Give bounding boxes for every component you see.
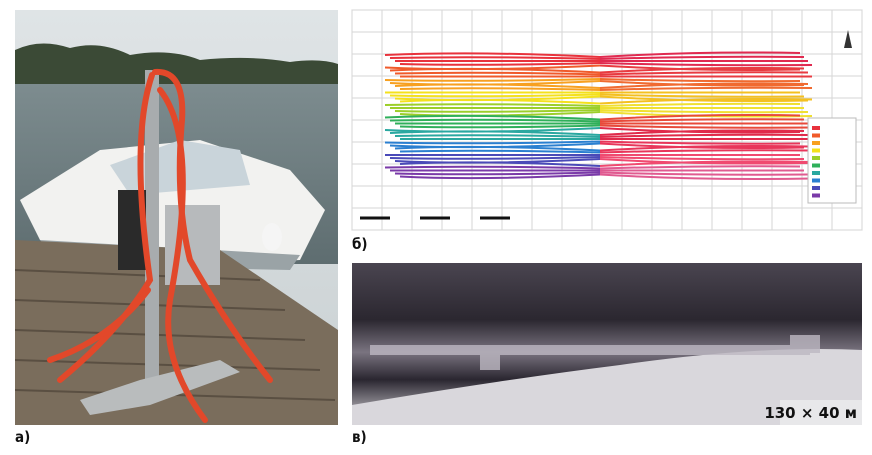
panel-label: а) xyxy=(15,428,30,446)
panel-label: б) xyxy=(352,235,368,253)
map-panel xyxy=(352,10,862,230)
legend-swatch xyxy=(812,171,820,175)
panel-label: в) xyxy=(352,428,367,446)
legend-swatch xyxy=(812,179,820,183)
figure: а) б) 130 × 40 м в) xyxy=(0,0,872,451)
legend-swatch xyxy=(812,134,820,138)
photo-panel xyxy=(15,10,338,425)
legend-swatch xyxy=(812,164,820,168)
sonar-panel xyxy=(352,263,862,425)
legend-swatch xyxy=(812,194,820,198)
scale-caption: 130 × 40 м xyxy=(764,404,857,422)
legend-swatch xyxy=(812,156,820,160)
legend-swatch xyxy=(812,149,820,153)
legend-swatch xyxy=(812,141,820,145)
legend-swatch xyxy=(812,186,820,190)
legend-swatch xyxy=(812,126,820,130)
